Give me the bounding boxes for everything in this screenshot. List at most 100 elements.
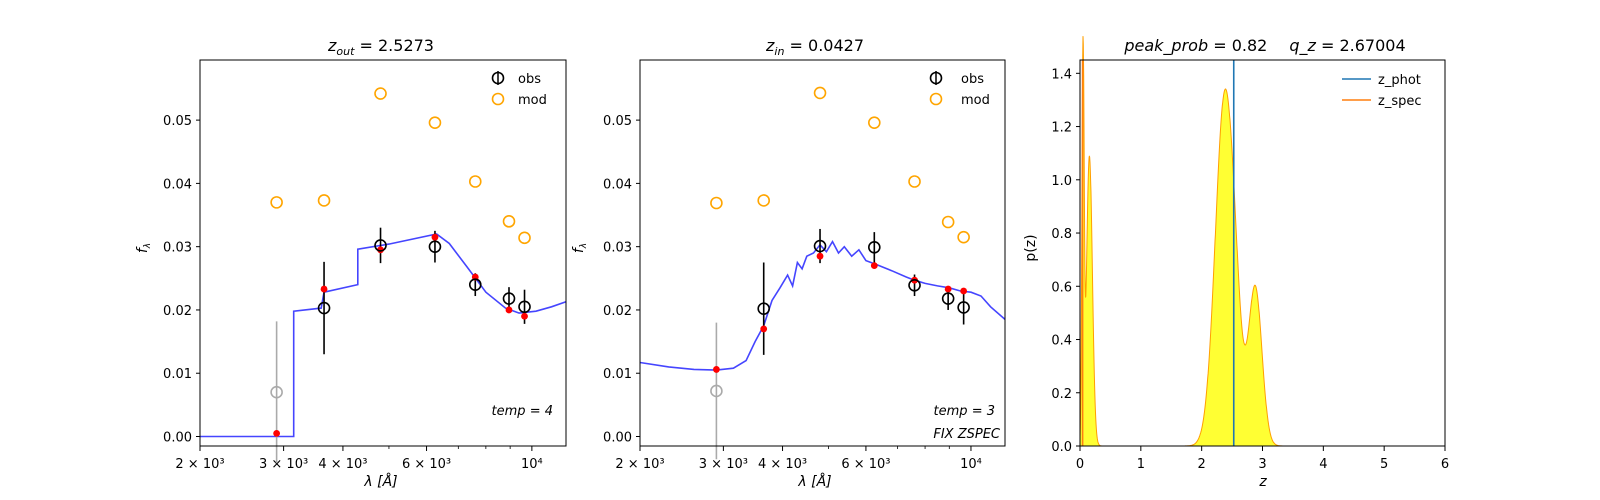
x-ticks: 2 × 10³ 3 × 10³ 4 × 10³ 6 × 10³ 10⁴ bbox=[175, 446, 543, 472]
obs-point bbox=[428, 240, 442, 253]
y-axis-label: fλ bbox=[135, 243, 153, 253]
x-tick-label: 3 × 10³ bbox=[259, 457, 308, 472]
legend-obs-label: obs bbox=[518, 72, 541, 87]
axes-frame bbox=[199, 59, 567, 447]
obs-point bbox=[468, 278, 482, 291]
obs-point bbox=[868, 241, 881, 254]
mod-point bbox=[957, 230, 970, 244]
title-z: z bbox=[327, 36, 337, 55]
plot-area bbox=[639, 86, 1006, 460]
template-spectrum-line bbox=[639, 239, 1006, 371]
model-phot-point bbox=[960, 287, 968, 295]
x-ticks: 2 × 10³ 3 × 10³ 4 × 10³ 6 × 10³ 10⁴ bbox=[615, 446, 982, 472]
y-ticks: 0.00 0.01 0.02 0.03 0.04 0.05 bbox=[163, 114, 200, 446]
obs-point bbox=[813, 239, 827, 253]
y-tick-label: 0.00 bbox=[163, 431, 192, 446]
plot-area bbox=[200, 87, 567, 464]
obs-point bbox=[957, 301, 970, 314]
y-tick-label: 0.03 bbox=[603, 241, 632, 256]
y-tick-label: 0.00 bbox=[603, 431, 632, 446]
y-axis-label-f: f bbox=[135, 246, 151, 253]
title-sub: in bbox=[774, 45, 784, 58]
x-tick-label: 0 bbox=[1076, 457, 1084, 472]
template-spectrum-line bbox=[200, 233, 567, 438]
model-phot-point bbox=[713, 366, 720, 373]
annotation-temp: temp = 4 bbox=[492, 404, 553, 419]
x-tick-label: 4 × 10³ bbox=[758, 457, 807, 472]
mod-point bbox=[468, 175, 482, 188]
title-qz-value: = 2.67004 bbox=[1316, 36, 1406, 55]
x-ticks: 0 1 2 3 4 5 6 bbox=[1076, 446, 1449, 472]
x-tick-label: 6 × 10³ bbox=[841, 457, 890, 472]
title-peak-prob-value: = 0.82 bbox=[1208, 36, 1267, 55]
panel-title: zin = 0.0427 bbox=[765, 36, 864, 58]
y-tick-label: 0.2 bbox=[1051, 387, 1072, 402]
y-tick-label: 0.4 bbox=[1051, 334, 1072, 349]
y-tick-label: 0.01 bbox=[163, 367, 192, 382]
model-phot-point bbox=[944, 285, 952, 293]
y-tick-label: 0.02 bbox=[163, 304, 192, 319]
mod-point bbox=[941, 215, 955, 229]
y-tick-label: 0.6 bbox=[1051, 280, 1072, 295]
model-phot-point bbox=[760, 325, 768, 333]
title-value: = 2.5273 bbox=[354, 36, 434, 55]
pz-panel: peak_prob = 0.82 q_z = 2.67004 z p(z) 0.0… bbox=[1023, 36, 1449, 490]
y-axis-label-sub: λ bbox=[143, 243, 153, 249]
legend-zphot-label: z_phot bbox=[1378, 73, 1421, 88]
title-value: = 0.0427 bbox=[784, 36, 864, 55]
model-phot-point bbox=[273, 429, 281, 437]
model-phot-point bbox=[521, 312, 528, 320]
y-tick-label: 0.05 bbox=[603, 114, 632, 129]
x-tick-label: 1 bbox=[1137, 457, 1145, 472]
legend-mod-marker bbox=[491, 92, 505, 106]
y-axis-label: p(z) bbox=[1023, 234, 1039, 261]
legend: z_phot z_spec bbox=[1342, 73, 1422, 109]
legend-mod-label: mod bbox=[518, 93, 547, 108]
obs-point bbox=[908, 278, 921, 292]
x-tick-label: 5 bbox=[1380, 457, 1388, 472]
obs-point bbox=[941, 292, 955, 305]
y-tick-label: 1.0 bbox=[1051, 174, 1072, 189]
y-axis-label: fλ bbox=[571, 243, 589, 253]
sed-panel-zout: zout = 2.5273 λ [Å] fλ 0.00 0.01 0.02 0.03 0… bbox=[135, 36, 567, 490]
y-tick-label: 1.2 bbox=[1051, 121, 1072, 136]
axes-frame bbox=[639, 59, 1006, 447]
obs-point bbox=[502, 292, 516, 305]
title-qz: q_z bbox=[1289, 36, 1316, 56]
mod-point bbox=[502, 215, 516, 228]
mod-point bbox=[270, 196, 283, 209]
x-tick-label: 2 × 10³ bbox=[615, 457, 664, 472]
y-axis-label-sub: λ bbox=[579, 243, 589, 249]
mod-point bbox=[710, 196, 723, 210]
obs-point bbox=[757, 302, 771, 315]
y-tick-label: 0.05 bbox=[163, 114, 192, 129]
y-tick-label: 0.0 bbox=[1051, 440, 1072, 455]
y-tick-label: 0.04 bbox=[603, 177, 632, 192]
panel-title: peak_prob = 0.82 q_z = 2.67004 bbox=[1123, 36, 1405, 56]
y-ticks: 0.0 0.2 0.4 0.6 0.8 1.0 1.2 1.4 bbox=[1051, 67, 1080, 455]
x-tick-label: 4 bbox=[1319, 457, 1327, 472]
pz-fill-area bbox=[1080, 36, 1385, 446]
x-axis-label: z bbox=[1258, 474, 1267, 490]
masked-obs-point bbox=[710, 384, 723, 398]
title-sub: out bbox=[336, 45, 355, 58]
x-tick-label: 2 × 10³ bbox=[175, 457, 224, 472]
x-axis-label: λ [Å] bbox=[363, 473, 397, 490]
legend-zspec-label: z_spec bbox=[1378, 94, 1422, 109]
axes-frame bbox=[1079, 59, 1446, 447]
masked-obs-point bbox=[270, 385, 283, 399]
y-tick-label: 0.03 bbox=[163, 241, 192, 256]
mod-point bbox=[908, 175, 921, 188]
legend-obs-label: obs bbox=[961, 72, 984, 87]
y-tick-label: 0.8 bbox=[1051, 227, 1072, 242]
legend-obs-marker bbox=[929, 71, 943, 85]
mod-point bbox=[428, 116, 442, 129]
obs-point bbox=[317, 301, 331, 315]
model-phot-point bbox=[505, 306, 513, 314]
annotation-temp: temp = 3 bbox=[934, 404, 995, 419]
annotation-fix-zspec: FIX ZSPEC bbox=[933, 427, 1001, 442]
obs-point bbox=[518, 300, 531, 314]
x-tick-label: 6 bbox=[1441, 457, 1449, 472]
x-tick-label: 10⁴ bbox=[960, 457, 982, 472]
